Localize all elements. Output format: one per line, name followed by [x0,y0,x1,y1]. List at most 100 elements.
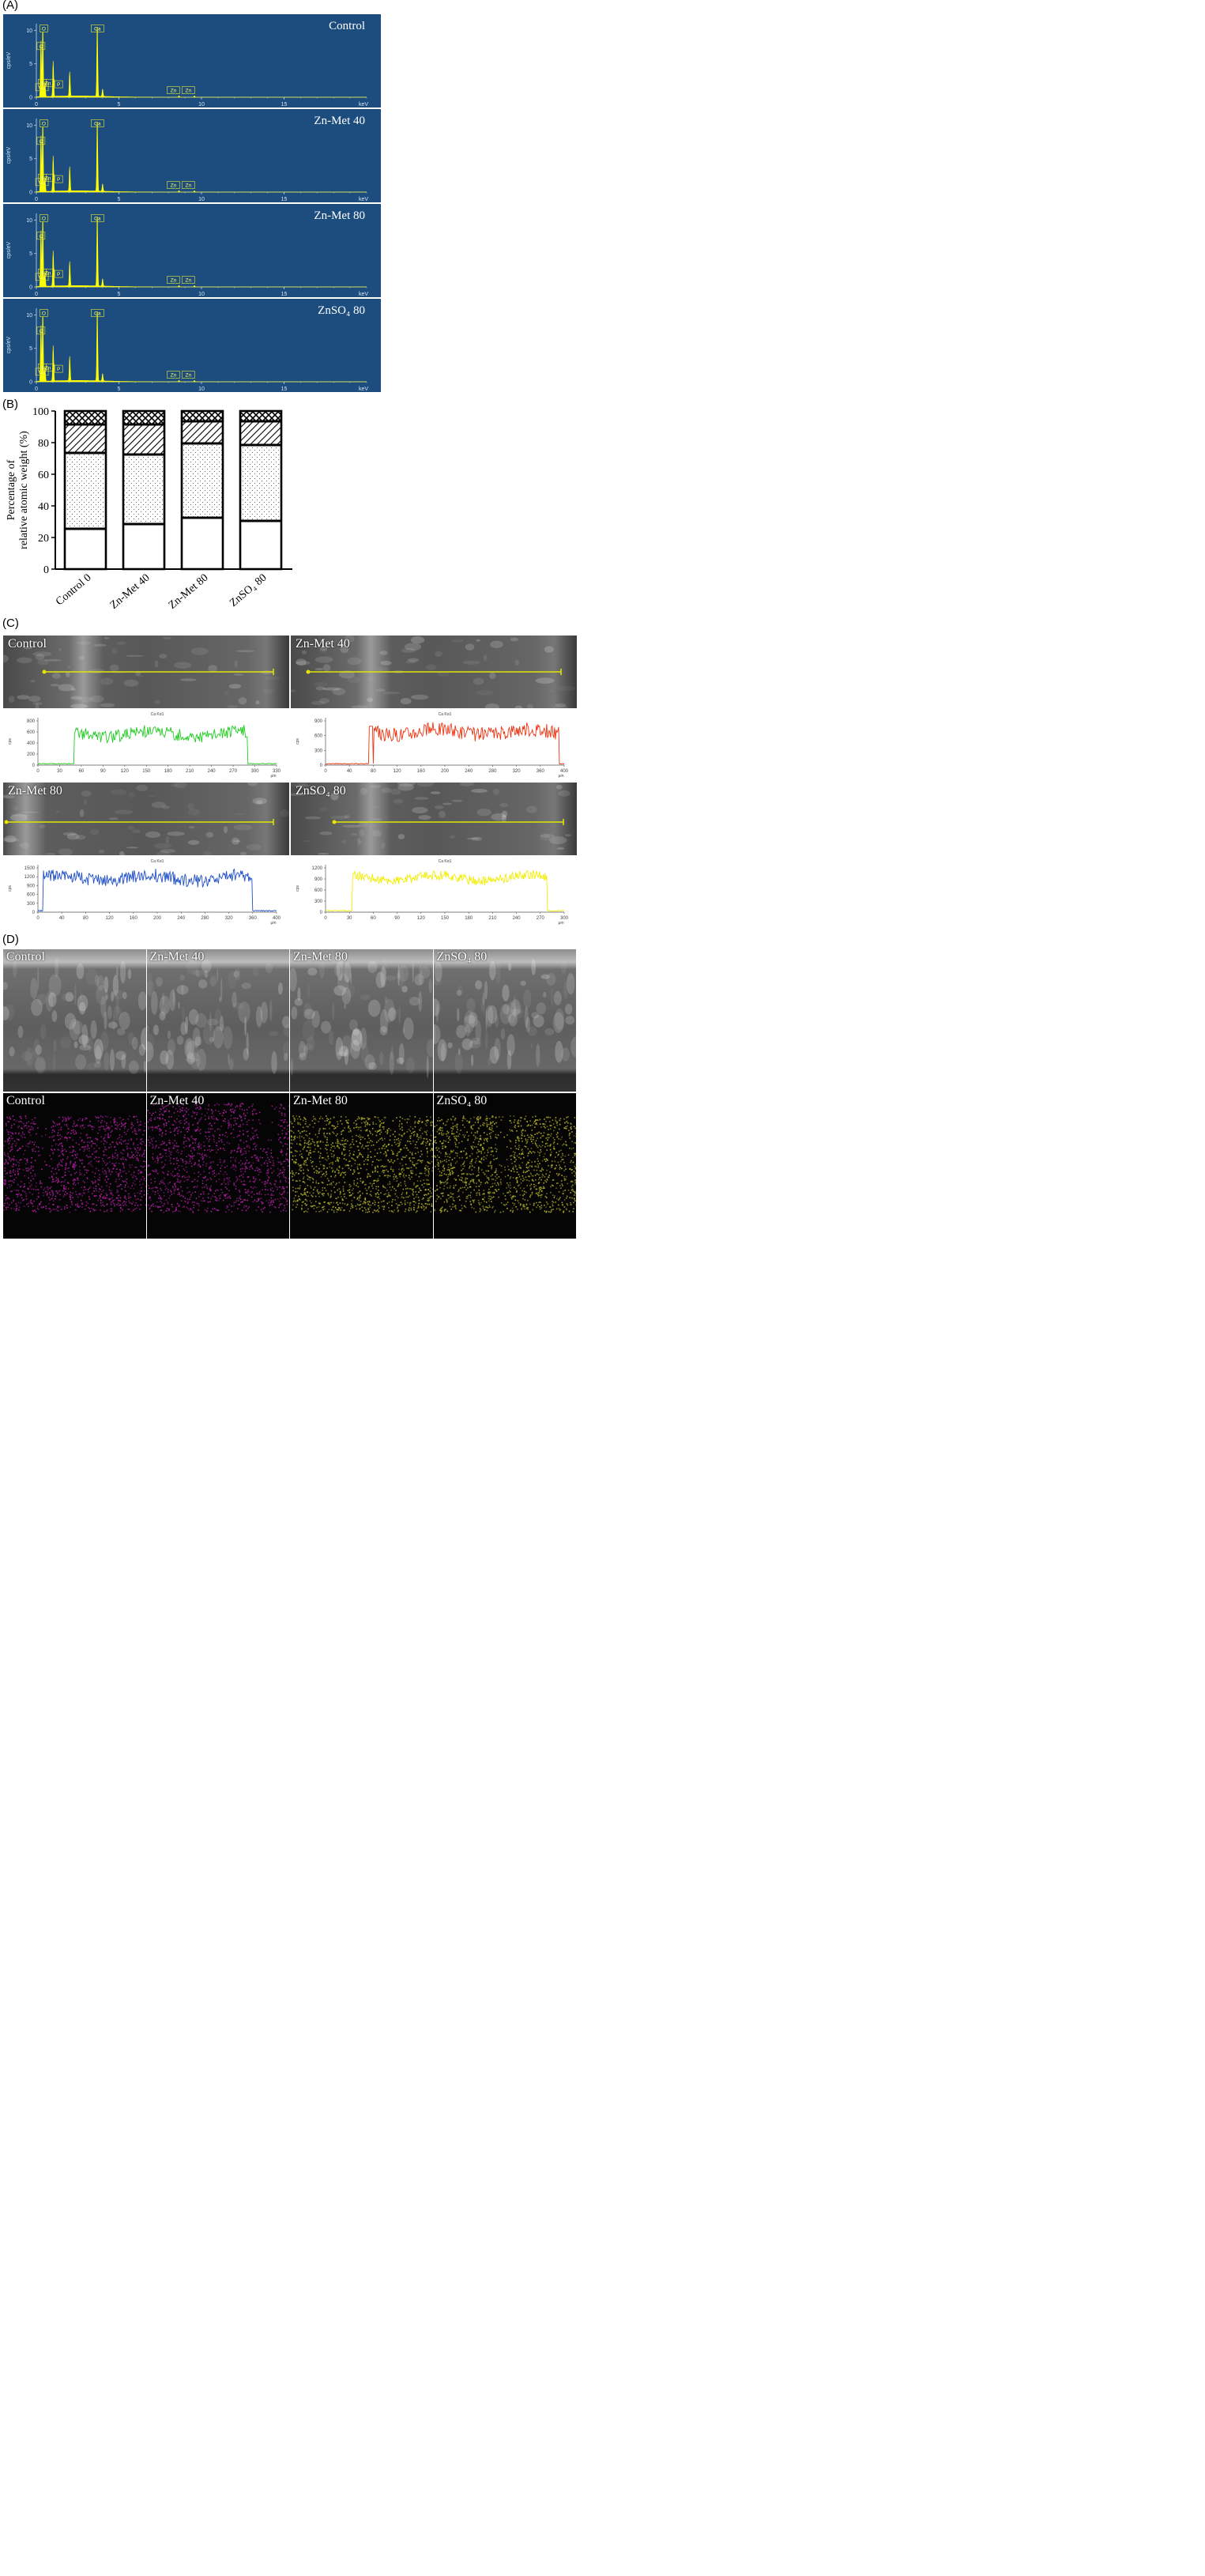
map-dot [77,1194,80,1196]
map-dot [407,1149,409,1151]
sem-texture [337,973,349,990]
map-dot [331,1209,333,1211]
sem-texture [484,980,488,1000]
map-dot [281,1193,283,1195]
map-dot [324,1187,326,1189]
map-dot [183,1119,186,1122]
eds-peak-label-box [167,86,180,94]
map-dot [143,1153,145,1156]
map-dot [141,1196,143,1197]
eds-x-tick-label: 10 [198,197,205,202]
map-dot [201,1158,203,1160]
map-dot [340,1175,341,1176]
sem-texture [451,639,464,643]
eds-peak-label-box [35,273,49,281]
map-dot [304,1187,307,1190]
map-dot [430,1116,431,1118]
map-dot [89,1210,92,1213]
sem-texture [372,818,382,820]
map-dot [172,1175,175,1178]
map-dot [177,1152,179,1154]
map-dot [259,1148,262,1150]
map-dot [340,1209,341,1211]
map-dot [122,1158,124,1160]
sem-caption: ZnSO₄ 80 [436,950,488,964]
map-dot [174,1130,175,1131]
sem-texture [78,1001,86,1015]
map-dot [156,1190,158,1192]
map-dot [376,1197,378,1198]
sem-texture [127,825,134,830]
sem-texture [186,1052,195,1065]
map-dot [318,1172,320,1174]
map-dot [12,1133,14,1135]
map-dot [116,1158,118,1160]
map-dot [199,1129,201,1130]
map-dot [257,1159,259,1160]
map-dot [96,1156,97,1158]
map-dot [156,1156,158,1157]
map-dot [359,1152,361,1154]
map-dot [364,1201,366,1203]
map-dot [271,1105,273,1107]
map-dot [28,1132,31,1133]
map-dot [253,1135,255,1137]
bar-y-tick-label: 80 [38,438,49,450]
bar-segment [64,529,107,570]
sem-texture [76,641,91,645]
map-dot [120,1158,122,1160]
sem-texture [401,986,408,993]
map-dot [141,1143,143,1145]
map-dot [148,1208,150,1210]
map-dot [213,1208,215,1209]
map-dot [351,1165,352,1167]
map-dot [17,1133,20,1135]
map-dot [60,1129,62,1130]
map-dot [360,1153,363,1156]
sem-texture [163,637,172,639]
map-dot [26,1161,28,1164]
map-dot [327,1155,329,1157]
map-dot [10,1184,13,1186]
map-dot [205,1179,207,1182]
sem-texture [188,826,195,829]
map-dot [217,1164,218,1166]
sem-texture [111,991,115,1002]
map-dot [224,1211,227,1213]
map-dot [118,1163,120,1164]
map-dot [208,1172,210,1174]
map-dot [95,1151,97,1153]
map-dot [119,1205,120,1206]
map-dot [281,1142,282,1144]
map-dot [370,1151,371,1152]
map-dot [367,1122,369,1125]
map-dot [409,1175,410,1176]
map-dot [284,1207,285,1209]
map-dot [173,1134,175,1137]
sem-texture [405,643,422,651]
map-dot [115,1141,118,1143]
sem-image [291,636,577,708]
map-dot [192,1207,194,1209]
map-dot [254,1148,257,1150]
map-dot [133,1116,134,1118]
map-dot [17,1201,20,1204]
map-dot [197,1146,198,1148]
sem-texture [209,1036,214,1043]
sem-texture [125,654,145,657]
map-dot [299,1144,301,1145]
sem-texture [66,671,70,677]
map-dot [171,1186,174,1188]
eds-peak-label: O [42,26,46,32]
map-dot [348,1150,351,1152]
sem-texture [403,1017,414,1040]
map-dot [347,1165,349,1167]
map-dot [176,1202,178,1205]
eds-x-tick-label: 15 [281,102,288,107]
map-dot [370,1156,372,1158]
map-dot [168,1148,169,1150]
map-dot [92,1126,95,1128]
sem-texture [104,1011,107,1030]
map-dot [294,1174,296,1176]
